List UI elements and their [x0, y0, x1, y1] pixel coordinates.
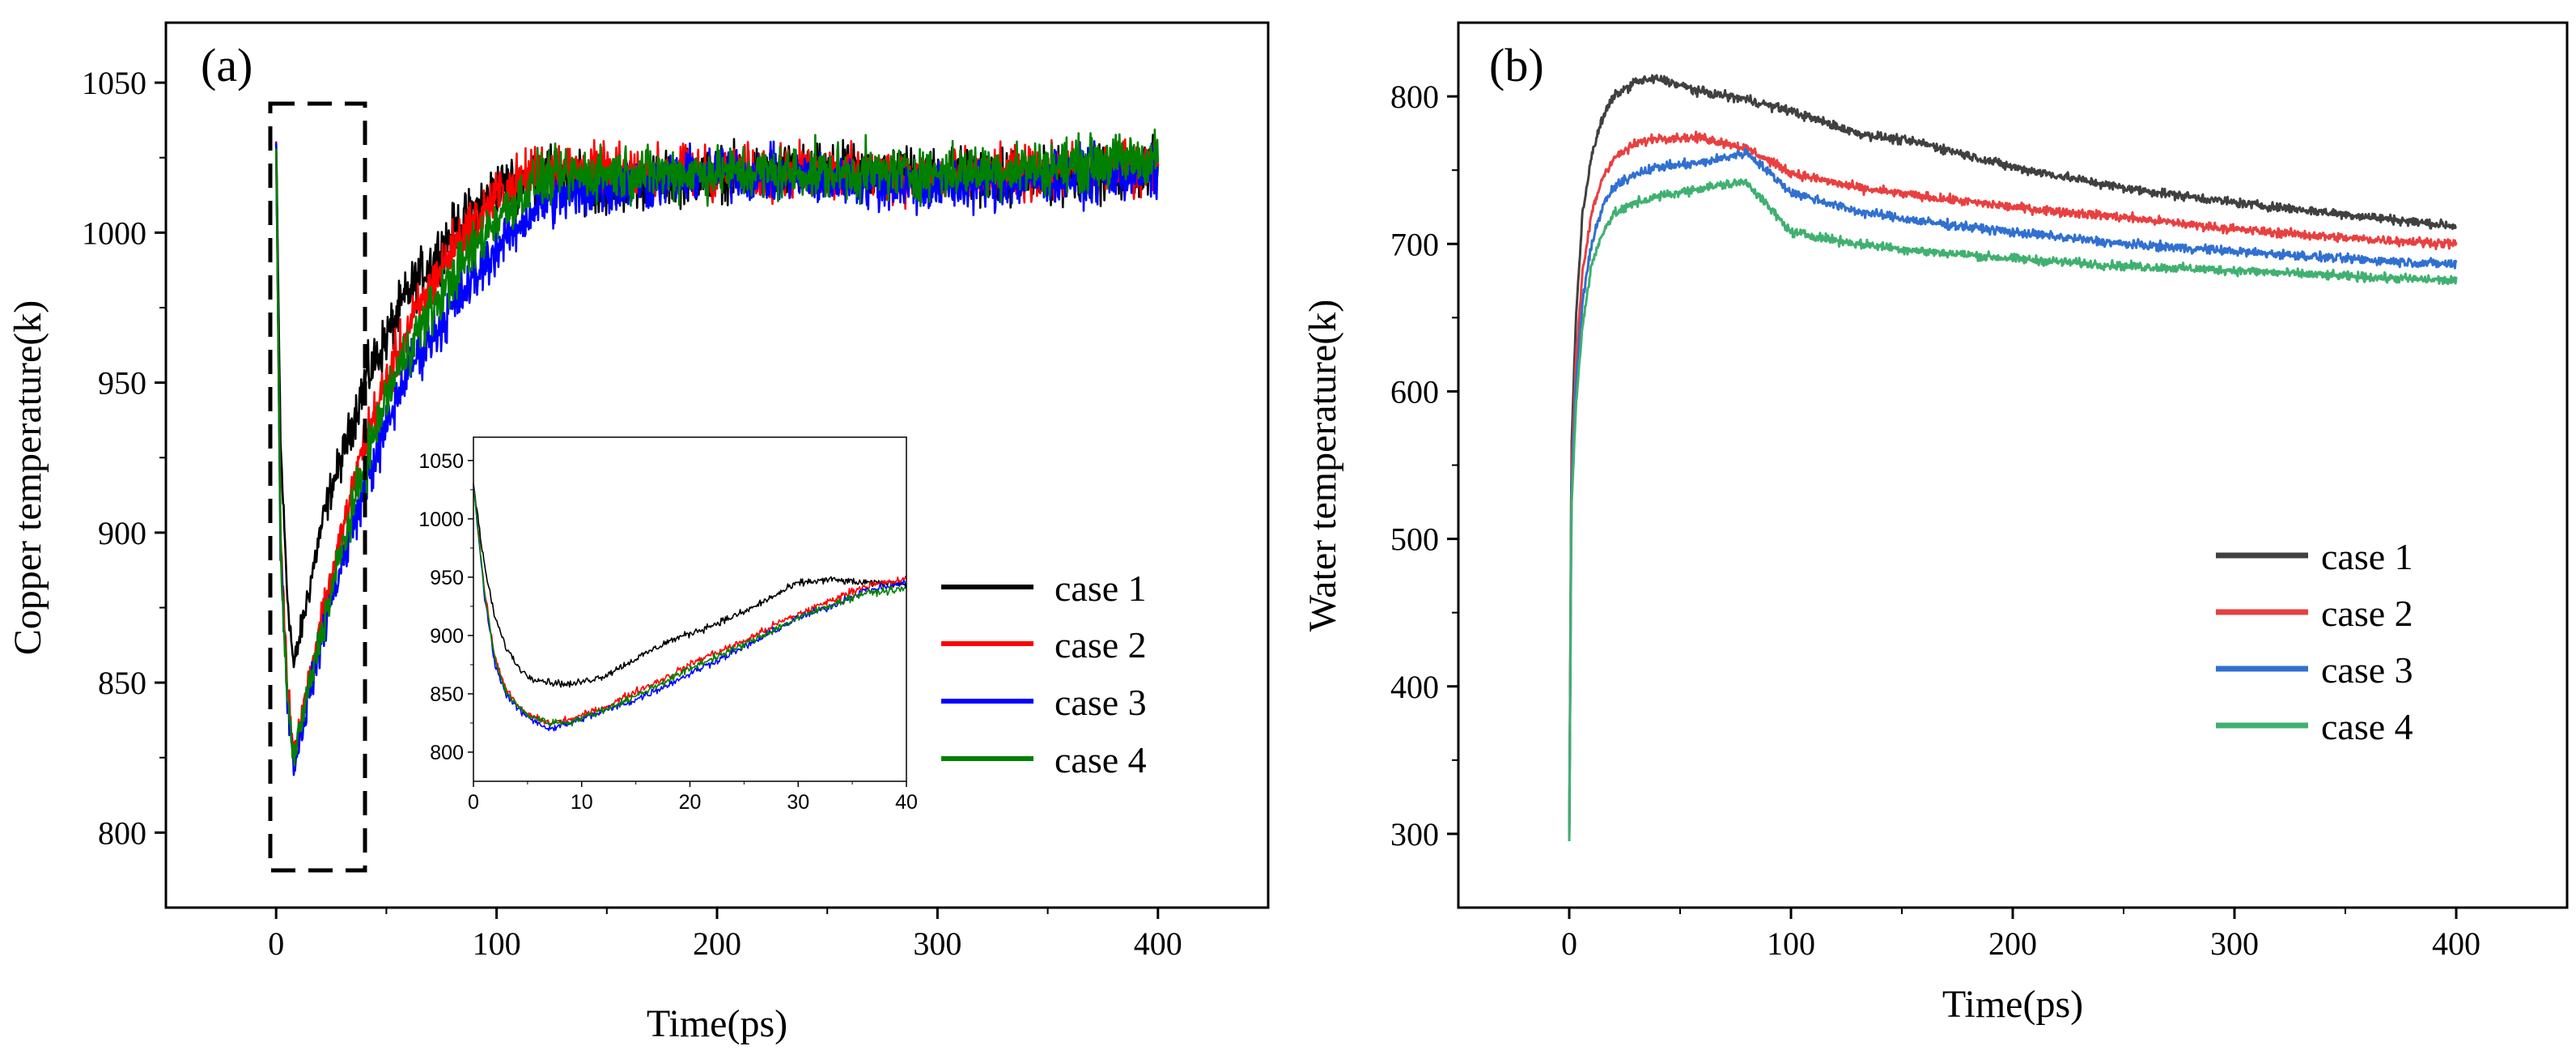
x-tick-label: 0 [268, 925, 284, 962]
legend-label-case-3: case 3 [1055, 682, 1147, 723]
legend-b-entry-case-4: case 4 [2216, 706, 2413, 747]
inset-series-line-case-4 [473, 487, 906, 727]
legend-b-entry-case-3: case 3 [2216, 649, 2413, 691]
panel-a-inset: 800 850 900 950 1000 1050 0 10 20 30 40 [418, 436, 918, 814]
x-tick-label: 300 [2210, 925, 2259, 962]
legend-label-case-4: case 4 [1055, 739, 1147, 780]
y-tick-label: 1000 [82, 215, 146, 251]
legend-entry-case-2: case 2 [941, 624, 1147, 666]
legend-b-label-case-1: case 1 [2321, 536, 2413, 577]
panel-a-series [274, 128, 1160, 776]
x-tick-label: 100 [473, 925, 521, 962]
panel-a-legend: case 1 case 2 case 3 case 4 [941, 568, 1147, 780]
y-tick-label: 850 [430, 683, 464, 706]
x-tick-label: 200 [693, 925, 741, 962]
x-tick-label: 300 [913, 925, 961, 962]
legend-entry-case-1: case 1 [941, 568, 1147, 609]
panel-b-series [1568, 74, 2458, 842]
x-tick-label: 100 [1767, 925, 1815, 962]
x-tick-label: 30 [787, 791, 809, 814]
panel-b-label: (b) [1489, 39, 1544, 91]
inset-series-line-case-1 [473, 484, 907, 688]
panel-b-y-ticks: 300 400 500 600 700 800 [1390, 79, 1458, 853]
panel-b: (b) 300 400 500 600 700 800 0 100 200 300 400 Tim… [1301, 21, 2569, 1026]
x-tick-label: 10 [571, 791, 593, 814]
panel-a-x-ticks: 0 100 200 300 400 [268, 908, 1182, 962]
legend-b-entry-case-1: case 1 [2216, 536, 2413, 577]
y-tick-label: 950 [98, 365, 146, 402]
y-tick-label: 1050 [418, 450, 464, 473]
x-tick-label: 400 [2432, 925, 2481, 962]
panel-b-x-ticks: 0 100 200 300 400 [1561, 908, 2481, 962]
legend-b-label-case-4: case 4 [2321, 706, 2413, 747]
x-tick-label: 40 [895, 791, 918, 814]
legend-b-label-case-2: case 2 [2321, 593, 2413, 634]
y-tick-label: 800 [1390, 79, 1439, 115]
legend-entry-case-4: case 4 [941, 739, 1147, 780]
y-tick-label: 600 [1390, 373, 1439, 410]
y-tick-label: 800 [430, 742, 464, 764]
water-series-line-case-3 [1568, 147, 2458, 842]
y-tick-label: 1000 [418, 508, 464, 531]
x-tick-label: 0 [1561, 925, 1577, 962]
inset-series [473, 483, 907, 732]
water-series-line-case-1 [1568, 74, 2458, 842]
y-tick-label: 500 [1390, 521, 1439, 558]
y-tick-label: 800 [98, 814, 146, 851]
panel-b-x-axis-label: Time(ps) [1942, 983, 2083, 1026]
y-tick-label: 850 [98, 665, 146, 701]
y-tick-label: 900 [98, 515, 146, 551]
legend-b-label-case-3: case 3 [2321, 649, 2413, 691]
x-tick-label: 0 [468, 791, 479, 814]
zoom-region-box [268, 101, 367, 873]
panel-b-legend: case 1 case 2 case 3 case 4 [2216, 536, 2413, 747]
y-tick-label: 700 [1390, 226, 1439, 262]
y-tick-label: 1050 [82, 65, 146, 101]
y-tick-label: 300 [1390, 816, 1439, 853]
water-series-line-case-4 [1568, 178, 2458, 842]
panel-a-x-axis-label: Time(ps) [647, 1002, 787, 1045]
water-series-line-case-2 [1568, 130, 2458, 842]
x-tick-label: 20 [679, 791, 702, 814]
legend-label-case-1: case 1 [1055, 568, 1147, 609]
panel-a-label: (a) [201, 39, 253, 91]
y-tick-label: 400 [1390, 669, 1439, 705]
panel-b-y-axis-label: Water temperature(k) [1301, 300, 1344, 632]
legend-b-entry-case-2: case 2 [2216, 593, 2413, 634]
y-tick-label: 900 [430, 625, 464, 648]
x-tick-label: 200 [1988, 925, 2037, 962]
legend-entry-case-3: case 3 [941, 682, 1147, 723]
y-tick-label: 950 [430, 567, 464, 589]
inset-y-ticks: 800 850 900 950 1000 1050 [418, 450, 473, 764]
legend-label-case-2: case 2 [1055, 624, 1147, 666]
series-line-case-4 [274, 128, 1160, 767]
x-tick-label: 400 [1134, 925, 1182, 962]
panel-a-y-axis-label: Copper temperature(k) [6, 300, 49, 655]
panel-a-y-ticks: 800 850 900 950 1000 1050 [82, 65, 166, 851]
inset-x-ticks: 0 10 20 30 40 [468, 781, 918, 814]
